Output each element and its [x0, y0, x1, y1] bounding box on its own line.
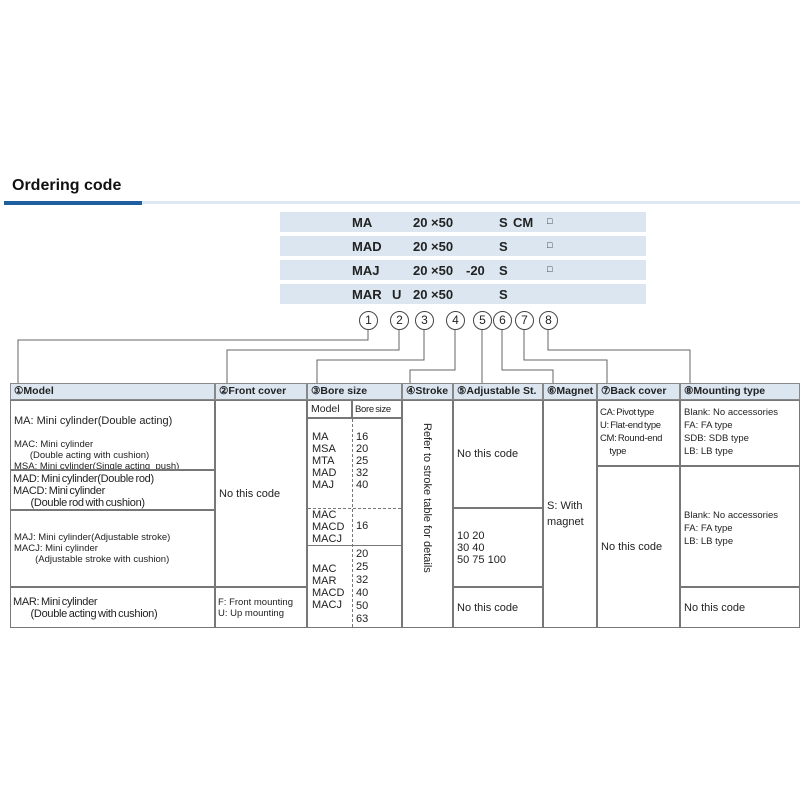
code-magnet: S [499, 263, 508, 278]
code-model: MA [352, 215, 373, 230]
model-group-2: MAD: Mini cylinder(Double rod) MACD: Min… [10, 470, 215, 510]
code-mount: □ [547, 240, 553, 250]
back-cover-options: CA: Pivot type U: Flat-end type CM: Roun… [597, 400, 680, 466]
bore-group-divider [308, 508, 401, 509]
title-underline [142, 201, 800, 204]
code-model: MAJ [352, 263, 380, 278]
position-marker: 6 [493, 311, 512, 330]
bore-g2-models: MAC MACD MACJ [312, 509, 345, 545]
bore-group-divider [308, 545, 401, 546]
code-magnet: S [499, 287, 508, 302]
bore-column-divider [352, 419, 353, 627]
title-accent-bar [4, 201, 142, 205]
code-bore: 20 [413, 215, 428, 230]
code-mount: □ [547, 264, 553, 274]
position-marker: 5 [473, 311, 492, 330]
position-marker: 3 [415, 311, 434, 330]
model-group-3: MAJ: Mini cylinder(Adjustable stroke) MA… [10, 510, 215, 587]
model-group-1: MA: Mini cylinder(Double acting) MAC: Mi… [10, 400, 215, 470]
code-bore: 20 [413, 239, 428, 254]
code-row: MAD 20 ×50 S □ [280, 236, 646, 256]
code-bore: 20 [413, 263, 428, 278]
stroke-cell: Refer to stroke table for details [402, 400, 453, 628]
code-row: MA 20 ×50 S CM □ [280, 212, 646, 232]
mounting-none: No this code [680, 587, 800, 628]
header-bore-size: ③Bore size [307, 383, 402, 400]
header-stroke: ④Stroke [402, 383, 453, 400]
front-cover-none: No this code [215, 400, 307, 587]
back-cover-none: No this code [597, 466, 680, 628]
bore-g1-models: MA MSA MTA MAD MAJ [312, 431, 337, 491]
code-row: MAR U 20 ×50 S [280, 284, 646, 304]
code-mount: □ [547, 216, 553, 226]
adjustable-none-1: No this code [453, 400, 543, 508]
bore-g2-sizes: 16 [356, 520, 369, 532]
code-front: U [392, 287, 402, 302]
bore-g3-sizes: 20 25 32 40 50 63 [356, 548, 369, 625]
code-model: MAR [352, 287, 382, 302]
position-marker: 1 [359, 311, 378, 330]
adjustable-none-2: No this code [453, 587, 543, 628]
header-mounting-type: ⑧Mounting type [680, 383, 800, 400]
code-magnet: S [499, 215, 508, 230]
front-cover-mar: F: Front mounting U: Up mounting [215, 587, 307, 628]
header-adjustable: ⑤Adjustable St. [453, 383, 543, 400]
mounting-options-1: Blank: No accessories FA: FA type SDB: S… [680, 400, 800, 466]
code-adj: -20 [466, 263, 485, 278]
bore-sub-model: Model [307, 400, 352, 418]
stroke-note: Refer to stroke table for details [421, 423, 433, 573]
model-group-4: MAR: Mini cylinder (Double acting with c… [10, 587, 215, 628]
bore-g3-models: MAC MAR MACD MACJ [312, 563, 345, 611]
code-row: MAJ 20 ×50 -20 S □ [280, 260, 646, 280]
code-stroke: ×50 [431, 239, 454, 254]
model-mac-msa-mta: MAC: Mini cylinder (Double acting with c… [14, 439, 180, 470]
code-bore: 20 [413, 287, 428, 302]
code-model: MAD [352, 239, 382, 254]
code-stroke: ×50 [431, 287, 454, 302]
magnet-cell: S: With magnet [543, 400, 597, 628]
bore-g1-sizes: 16 20 25 32 40 [356, 431, 369, 491]
model-ma: MA: Mini cylinder(Double acting) [14, 415, 173, 427]
code-stroke: ×50 [431, 215, 454, 230]
adjustable-values: 10 20 30 40 50 75 100 [453, 508, 543, 587]
code-magnet: S [499, 239, 508, 254]
position-marker: 7 [515, 311, 534, 330]
header-model: ①Model [10, 383, 215, 400]
header-front-cover: ②Front cover [215, 383, 307, 400]
position-marker: 4 [446, 311, 465, 330]
position-marker: 8 [539, 311, 558, 330]
bore-body: MA MSA MTA MAD MAJ 16 20 25 32 40 MAC MA… [307, 418, 402, 628]
mounting-options-2: Blank: No accessories FA: FA type LB: LB… [680, 466, 800, 587]
code-stroke: ×50 [431, 263, 454, 278]
bore-sub-size: Bore size [352, 400, 402, 418]
header-back-cover: ⑦Back cover [597, 383, 680, 400]
code-back: CM [513, 215, 534, 230]
position-marker: 2 [390, 311, 409, 330]
page-title: Ordering code [12, 177, 122, 194]
header-magnet: ⑥Magnet [543, 383, 597, 400]
